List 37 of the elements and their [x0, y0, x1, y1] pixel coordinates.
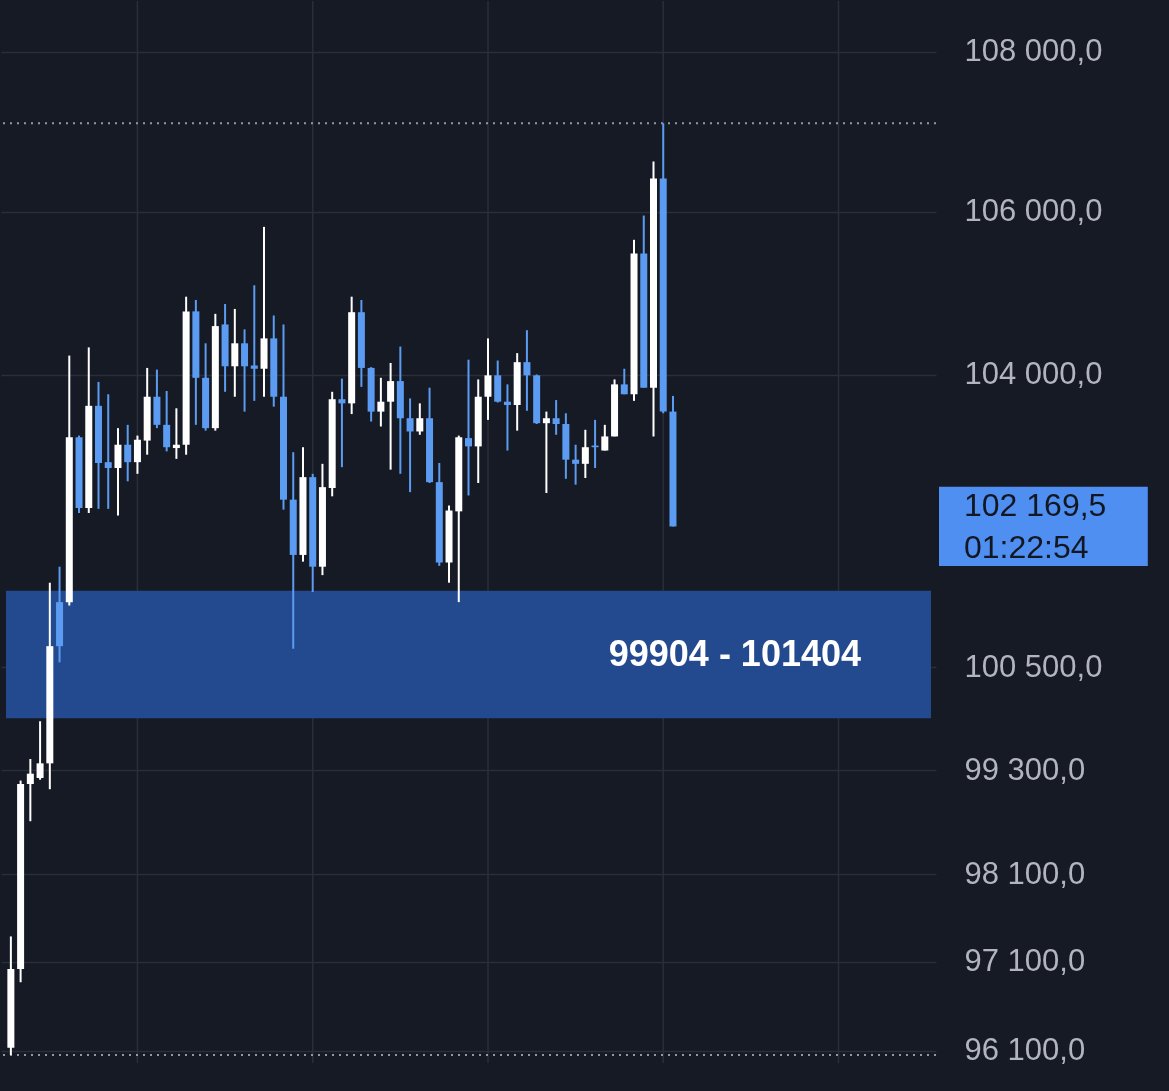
candlestick [172, 407, 180, 460]
candlestick [338, 377, 346, 469]
candlestick [572, 443, 580, 486]
y-tick-label: 108 000,0 [964, 33, 1103, 69]
candlestick [163, 389, 171, 453]
y-tick-label: 100 500,0 [964, 648, 1103, 684]
candlestick [542, 410, 550, 494]
candlestick [503, 383, 511, 452]
candlestick [552, 399, 560, 436]
y-tick-label: 104 000,0 [964, 356, 1103, 391]
candlestick [601, 423, 609, 452]
y-tick-label: 98 100,0 [964, 855, 1086, 891]
candlestick [231, 307, 239, 398]
candlestick [406, 397, 414, 494]
candlestick [465, 358, 472, 497]
candlestick [484, 337, 492, 421]
candlestick [26, 758, 34, 823]
y-tick-label: 106 000,0 [964, 193, 1103, 229]
text: 01:22:54 [964, 529, 1089, 566]
candlestick [36, 720, 44, 781]
candlestick [104, 393, 112, 510]
candlestick [620, 367, 628, 396]
candlestick [250, 284, 258, 402]
candlestick [124, 423, 132, 483]
band-label: 99904 - 101404 [608, 632, 861, 674]
candlestick [377, 376, 385, 428]
candlestick [241, 328, 249, 413]
candlestick [581, 428, 589, 479]
candlestick [523, 329, 531, 412]
y-tick-label: 97 100,0 [964, 943, 1086, 979]
candlestick [133, 434, 141, 475]
candlestick [114, 427, 122, 517]
candlestick [387, 361, 395, 471]
y-tick-label: 99 300,0 [964, 751, 1086, 787]
candlestick [416, 402, 424, 436]
y-tick-label: 96 100,0 [964, 1032, 1086, 1068]
text: 102 169,5 [964, 487, 1107, 524]
